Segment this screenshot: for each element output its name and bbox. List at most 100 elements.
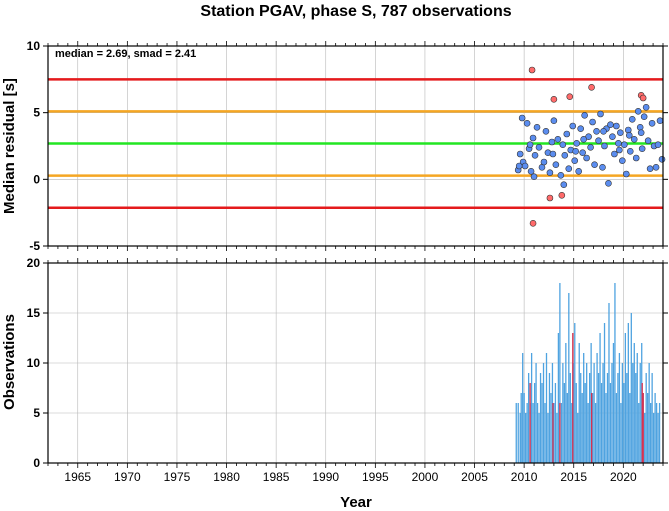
residual-point: [597, 110, 604, 118]
observation-bar: [562, 363, 564, 463]
residual-point: [611, 150, 618, 158]
residual-point: [515, 162, 523, 170]
residual-point: [652, 164, 660, 171]
observation-bar: [523, 393, 525, 463]
observation-bar: [630, 313, 632, 463]
observation-bar: [618, 353, 621, 463]
flagged-observation-bar: [641, 383, 643, 463]
observation-bar: [596, 353, 598, 463]
residual-point: [636, 124, 644, 131]
observation-bar: [591, 393, 594, 463]
x-tick-label: 1995: [362, 470, 389, 484]
x-tick-label: 2015: [560, 470, 587, 484]
observation-bar: [575, 383, 577, 463]
observation-bar: [626, 373, 628, 463]
observation-bar: [597, 373, 600, 463]
observation-bar: [624, 333, 627, 463]
residual-point: [654, 141, 662, 148]
observation-bar: [657, 413, 659, 463]
x-tick-label: 1990: [312, 470, 339, 484]
observation-bar: [623, 383, 625, 463]
observation-bar: [650, 403, 652, 463]
observation-bar: [632, 363, 634, 463]
residual-point: [552, 161, 560, 168]
observation-bar: [578, 343, 580, 463]
residual-point: [630, 136, 638, 143]
observation-bar: [527, 373, 530, 463]
residual-point: [516, 150, 524, 158]
observation-bar: [530, 353, 533, 463]
residual-point: [527, 168, 535, 175]
outlier-point: [639, 94, 647, 102]
residual-point: [523, 120, 531, 127]
observation-bar: [645, 373, 647, 463]
residual-point: [615, 140, 622, 147]
residual-point: [581, 112, 588, 119]
flagged-observation-bar: [559, 403, 561, 463]
observation-bar: [652, 413, 655, 463]
observation-bar: [563, 383, 566, 463]
observation-bar: [519, 413, 521, 463]
observation-bar: [522, 353, 524, 463]
observation-bar: [655, 403, 658, 463]
residual-point: [622, 170, 630, 178]
observation-bar: [520, 393, 522, 463]
residual-point: [638, 145, 646, 152]
residual-point: [585, 133, 592, 140]
observation-bar: [574, 323, 576, 463]
residual-point: [587, 144, 594, 151]
residual-point: [634, 108, 642, 115]
observation-bar: [586, 363, 588, 463]
outlier-point: [566, 93, 574, 100]
x-tick-label: 1980: [213, 470, 240, 484]
observation-bar: [545, 353, 548, 463]
residual-point: [656, 117, 664, 124]
observation-bar: [577, 413, 579, 463]
y-tick-label: 5: [33, 106, 40, 120]
y-tick-label: 10: [27, 39, 41, 53]
x-tick-label: 2000: [412, 470, 439, 484]
observation-bar: [584, 383, 586, 463]
residual-point: [535, 144, 543, 151]
observation-bar: [638, 403, 640, 463]
residual-point: [531, 152, 539, 159]
observation-bar: [605, 393, 607, 463]
x-tick-label: 1965: [64, 470, 91, 484]
residual-point: [561, 152, 569, 159]
residual-point: [557, 172, 565, 179]
observation-bar: [559, 283, 561, 463]
flagged-observation-bar: [572, 333, 574, 463]
y-tick-label: 15: [27, 306, 41, 320]
flagged-observation-bar: [590, 393, 593, 463]
residual-point: [533, 124, 541, 131]
residual-point: [640, 113, 648, 120]
residual-point: [530, 173, 538, 180]
residual-point: [593, 128, 600, 135]
observation-bar: [541, 383, 543, 463]
residual-point: [609, 133, 616, 140]
observation-bar: [614, 283, 616, 463]
x-tick-label: 1970: [114, 470, 141, 484]
residual-point: [616, 146, 623, 154]
observation-bar: [548, 373, 551, 463]
residual-point: [648, 120, 656, 127]
residual-point: [591, 161, 598, 168]
residual-point: [579, 149, 586, 156]
chart-title: Station PGAV, phase S, 787 observations: [200, 3, 511, 20]
residual-point: [589, 118, 596, 126]
observation-bar: [526, 403, 528, 463]
residual-point: [632, 154, 640, 162]
outlier-point: [550, 96, 558, 103]
residual-point: [624, 126, 632, 134]
observation-bar: [583, 353, 585, 463]
observation-bar: [542, 363, 545, 463]
residual-point: [521, 162, 529, 170]
residual-point: [644, 137, 652, 144]
observation-bar: [611, 363, 613, 463]
observation-bar: [627, 323, 629, 463]
observation-bar: [651, 373, 653, 463]
observation-bar: [560, 403, 563, 463]
observation-bar: [525, 413, 527, 463]
